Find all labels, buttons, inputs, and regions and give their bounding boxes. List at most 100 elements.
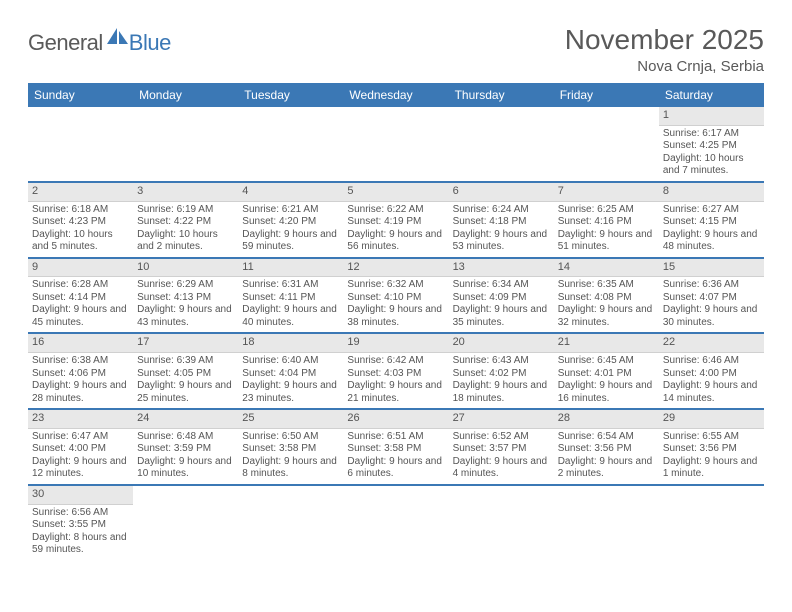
sunrise-line: Sunrise: 6:19 AM xyxy=(137,204,234,217)
sunrise-line: Sunrise: 6:46 AM xyxy=(663,355,760,368)
daylight-line: Daylight: 9 hours and 8 minutes. xyxy=(242,456,339,481)
calendar-day-cell: 6Sunrise: 6:24 AMSunset: 4:18 PMDaylight… xyxy=(449,182,554,258)
day-content: Sunrise: 6:50 AMSunset: 3:58 PMDaylight:… xyxy=(238,429,343,484)
day-content: Sunrise: 6:17 AMSunset: 4:25 PMDaylight:… xyxy=(659,126,764,181)
sunset-line: Sunset: 4:20 PM xyxy=(242,216,339,229)
sunset-line: Sunset: 4:25 PM xyxy=(663,140,760,153)
calendar-page: General Blue November 2025 Nova Crnja, S… xyxy=(0,0,792,580)
calendar-day-cell: 24Sunrise: 6:48 AMSunset: 3:59 PMDayligh… xyxy=(133,409,238,485)
calendar-day-cell: 30Sunrise: 6:56 AMSunset: 3:55 PMDayligh… xyxy=(28,485,133,560)
calendar-day-cell: 22Sunrise: 6:46 AMSunset: 4:00 PMDayligh… xyxy=(659,333,764,409)
sunset-line: Sunset: 4:06 PM xyxy=(32,368,129,381)
day-content: Sunrise: 6:54 AMSunset: 3:56 PMDaylight:… xyxy=(554,429,659,484)
sunrise-line: Sunrise: 6:40 AM xyxy=(242,355,339,368)
sunset-line: Sunset: 3:56 PM xyxy=(663,443,760,456)
day-content: Sunrise: 6:32 AMSunset: 4:10 PMDaylight:… xyxy=(343,277,448,332)
calendar-day-cell xyxy=(133,485,238,560)
sunrise-line: Sunrise: 6:28 AM xyxy=(32,279,129,292)
day-content: Sunrise: 6:43 AMSunset: 4:02 PMDaylight:… xyxy=(449,353,554,408)
sunset-line: Sunset: 3:59 PM xyxy=(137,443,234,456)
daylight-line: Daylight: 9 hours and 59 minutes. xyxy=(242,229,339,254)
sunset-line: Sunset: 4:07 PM xyxy=(663,292,760,305)
calendar-day-cell: 23Sunrise: 6:47 AMSunset: 4:00 PMDayligh… xyxy=(28,409,133,485)
day-number: 21 xyxy=(554,334,659,353)
sunrise-line: Sunrise: 6:55 AM xyxy=(663,431,760,444)
calendar-week-row: 2Sunrise: 6:18 AMSunset: 4:23 PMDaylight… xyxy=(28,182,764,258)
daylight-line: Daylight: 9 hours and 48 minutes. xyxy=(663,229,760,254)
sunrise-line: Sunrise: 6:43 AM xyxy=(453,355,550,368)
sunrise-line: Sunrise: 6:25 AM xyxy=(558,204,655,217)
sunset-line: Sunset: 4:03 PM xyxy=(347,368,444,381)
day-number: 24 xyxy=(133,410,238,429)
calendar-day-cell: 1Sunrise: 6:17 AMSunset: 4:25 PMDaylight… xyxy=(659,107,764,182)
daylight-line: Daylight: 9 hours and 30 minutes. xyxy=(663,304,760,329)
calendar-day-cell xyxy=(449,107,554,182)
day-number: 20 xyxy=(449,334,554,353)
day-content: Sunrise: 6:51 AMSunset: 3:58 PMDaylight:… xyxy=(343,429,448,484)
location: Nova Crnja, Serbia xyxy=(565,58,764,75)
sunrise-line: Sunrise: 6:50 AM xyxy=(242,431,339,444)
day-content: Sunrise: 6:36 AMSunset: 4:07 PMDaylight:… xyxy=(659,277,764,332)
daylight-line: Daylight: 9 hours and 28 minutes. xyxy=(32,380,129,405)
daylight-line: Daylight: 9 hours and 2 minutes. xyxy=(558,456,655,481)
day-content: Sunrise: 6:47 AMSunset: 4:00 PMDaylight:… xyxy=(28,429,133,484)
day-number: 27 xyxy=(449,410,554,429)
sunrise-line: Sunrise: 6:22 AM xyxy=(347,204,444,217)
sunset-line: Sunset: 4:10 PM xyxy=(347,292,444,305)
daylight-line: Daylight: 9 hours and 51 minutes. xyxy=(558,229,655,254)
sunset-line: Sunset: 3:56 PM xyxy=(558,443,655,456)
calendar-day-cell xyxy=(554,107,659,182)
sunset-line: Sunset: 4:00 PM xyxy=(663,368,760,381)
calendar-day-cell: 27Sunrise: 6:52 AMSunset: 3:57 PMDayligh… xyxy=(449,409,554,485)
day-content: Sunrise: 6:21 AMSunset: 4:20 PMDaylight:… xyxy=(238,202,343,257)
sunrise-line: Sunrise: 6:31 AM xyxy=(242,279,339,292)
sunrise-line: Sunrise: 6:29 AM xyxy=(137,279,234,292)
daylight-line: Daylight: 10 hours and 7 minutes. xyxy=(663,153,760,178)
sunrise-line: Sunrise: 6:56 AM xyxy=(32,507,129,520)
day-number: 11 xyxy=(238,259,343,278)
day-content: Sunrise: 6:34 AMSunset: 4:09 PMDaylight:… xyxy=(449,277,554,332)
weekday-header: Monday xyxy=(133,83,238,107)
calendar-day-cell: 4Sunrise: 6:21 AMSunset: 4:20 PMDaylight… xyxy=(238,182,343,258)
weekday-header: Friday xyxy=(554,83,659,107)
calendar-week-row: 30Sunrise: 6:56 AMSunset: 3:55 PMDayligh… xyxy=(28,485,764,560)
sunset-line: Sunset: 4:11 PM xyxy=(242,292,339,305)
calendar-day-cell: 17Sunrise: 6:39 AMSunset: 4:05 PMDayligh… xyxy=(133,333,238,409)
calendar-day-cell: 8Sunrise: 6:27 AMSunset: 4:15 PMDaylight… xyxy=(659,182,764,258)
sunrise-line: Sunrise: 6:42 AM xyxy=(347,355,444,368)
sunset-line: Sunset: 3:58 PM xyxy=(242,443,339,456)
sunset-line: Sunset: 4:23 PM xyxy=(32,216,129,229)
sunset-line: Sunset: 4:05 PM xyxy=(137,368,234,381)
day-content: Sunrise: 6:39 AMSunset: 4:05 PMDaylight:… xyxy=(133,353,238,408)
calendar-day-cell: 5Sunrise: 6:22 AMSunset: 4:19 PMDaylight… xyxy=(343,182,448,258)
day-content: Sunrise: 6:56 AMSunset: 3:55 PMDaylight:… xyxy=(28,505,133,560)
daylight-line: Daylight: 9 hours and 12 minutes. xyxy=(32,456,129,481)
day-content: Sunrise: 6:35 AMSunset: 4:08 PMDaylight:… xyxy=(554,277,659,332)
calendar-day-cell: 12Sunrise: 6:32 AMSunset: 4:10 PMDayligh… xyxy=(343,258,448,334)
calendar-day-cell xyxy=(238,107,343,182)
daylight-line: Daylight: 9 hours and 25 minutes. xyxy=(137,380,234,405)
calendar-table: Sunday Monday Tuesday Wednesday Thursday… xyxy=(28,83,764,560)
daylight-line: Daylight: 9 hours and 43 minutes. xyxy=(137,304,234,329)
daylight-line: Daylight: 9 hours and 40 minutes. xyxy=(242,304,339,329)
day-content: Sunrise: 6:45 AMSunset: 4:01 PMDaylight:… xyxy=(554,353,659,408)
day-number: 5 xyxy=(343,183,448,202)
day-content: Sunrise: 6:25 AMSunset: 4:16 PMDaylight:… xyxy=(554,202,659,257)
day-number: 16 xyxy=(28,334,133,353)
daylight-line: Daylight: 9 hours and 6 minutes. xyxy=(347,456,444,481)
calendar-day-cell xyxy=(449,485,554,560)
calendar-day-cell: 25Sunrise: 6:50 AMSunset: 3:58 PMDayligh… xyxy=(238,409,343,485)
day-number: 15 xyxy=(659,259,764,278)
day-content: Sunrise: 6:18 AMSunset: 4:23 PMDaylight:… xyxy=(28,202,133,257)
sunset-line: Sunset: 4:02 PM xyxy=(453,368,550,381)
sunset-line: Sunset: 4:15 PM xyxy=(663,216,760,229)
header: General Blue November 2025 Nova Crnja, S… xyxy=(28,24,764,75)
calendar-day-cell: 19Sunrise: 6:42 AMSunset: 4:03 PMDayligh… xyxy=(343,333,448,409)
day-number xyxy=(449,107,554,111)
calendar-day-cell: 29Sunrise: 6:55 AMSunset: 3:56 PMDayligh… xyxy=(659,409,764,485)
calendar-day-cell xyxy=(554,485,659,560)
day-number: 30 xyxy=(28,486,133,505)
sunset-line: Sunset: 3:57 PM xyxy=(453,443,550,456)
sunrise-line: Sunrise: 6:32 AM xyxy=(347,279,444,292)
sunset-line: Sunset: 4:18 PM xyxy=(453,216,550,229)
